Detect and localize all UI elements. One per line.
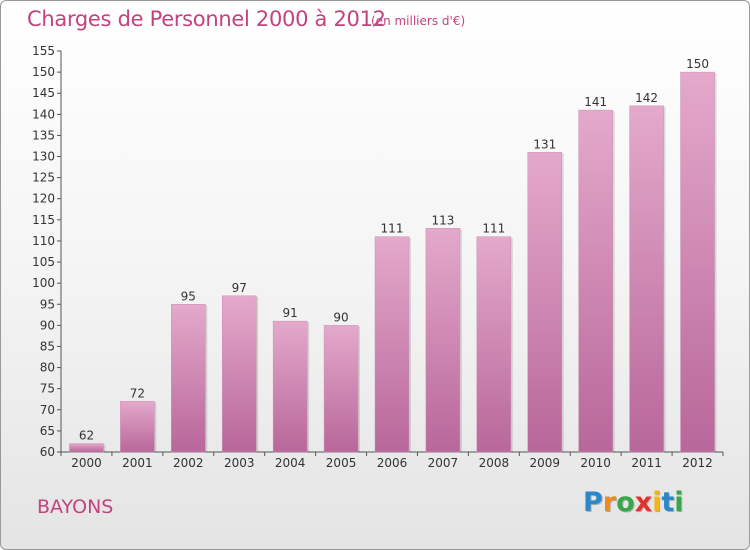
data-label: 141 bbox=[584, 95, 607, 109]
x-tick-label: 2004 bbox=[275, 456, 306, 470]
y-tick-label: 95 bbox=[40, 297, 55, 311]
bar bbox=[680, 71, 715, 453]
logo-letter: i bbox=[674, 487, 684, 518]
bar bbox=[578, 109, 613, 453]
y-tick-label: 155 bbox=[32, 44, 55, 58]
y-tick-label: 130 bbox=[32, 150, 55, 164]
x-tick-label: 2000 bbox=[71, 456, 102, 470]
x-tick-label: 2005 bbox=[326, 456, 357, 470]
y-tick-label: 150 bbox=[32, 65, 55, 79]
bar bbox=[374, 236, 410, 453]
bar bbox=[120, 401, 155, 453]
data-label: 90 bbox=[333, 310, 348, 324]
logo-letter: r bbox=[602, 487, 617, 518]
data-label: 111 bbox=[482, 222, 505, 236]
y-tick-label: 120 bbox=[32, 192, 55, 206]
data-label: 111 bbox=[381, 222, 404, 236]
y-tick-label: 135 bbox=[32, 128, 55, 142]
x-tick-label: 2008 bbox=[479, 456, 510, 470]
x-tick-label: 2003 bbox=[224, 456, 255, 470]
bar bbox=[527, 152, 563, 453]
data-label: 131 bbox=[533, 137, 556, 151]
data-label: 142 bbox=[635, 91, 658, 105]
axes: 60 65 70 75 80 85 90 95 100 105 110 115 120 125 130 135… bbox=[32, 44, 724, 470]
y-tick-label: 115 bbox=[32, 213, 55, 227]
y-tick-label: 140 bbox=[32, 107, 55, 121]
y-tick-label: 60 bbox=[40, 445, 55, 459]
bar bbox=[629, 105, 664, 453]
x-tick-label: 2010 bbox=[580, 456, 611, 470]
y-tick-label: 65 bbox=[40, 424, 55, 438]
bar bbox=[425, 228, 461, 453]
bars bbox=[69, 71, 717, 453]
y-tick-label: 110 bbox=[32, 234, 55, 248]
y-tick-label: 90 bbox=[40, 318, 55, 332]
commune-name: BAYONS bbox=[37, 496, 114, 518]
x-tick-label: 2009 bbox=[529, 456, 560, 470]
y-tick-label: 125 bbox=[32, 171, 55, 185]
y-tick-label: 100 bbox=[32, 276, 55, 290]
x-tick-label: 2012 bbox=[682, 456, 713, 470]
x-tick-label: 2001 bbox=[122, 456, 153, 470]
bar bbox=[476, 236, 512, 453]
data-label: 113 bbox=[431, 213, 454, 227]
logo-letter: o bbox=[616, 487, 635, 518]
value-labels: 62 72 95 97 91 90 111 113 111 131 141 142 150 bbox=[79, 57, 709, 442]
logo-letter: x bbox=[634, 487, 653, 518]
x-tick-label: 2007 bbox=[428, 456, 459, 470]
x-tick-label: 2002 bbox=[173, 456, 204, 470]
data-label: 95 bbox=[181, 289, 196, 303]
x-tick-label: 2011 bbox=[631, 456, 662, 470]
data-label: 91 bbox=[283, 306, 298, 320]
bar bbox=[171, 304, 206, 453]
data-label: 62 bbox=[79, 429, 94, 443]
data-label: 97 bbox=[232, 281, 247, 295]
bar bbox=[272, 320, 308, 453]
logo-letter: t bbox=[661, 487, 675, 518]
proxiti-logo: Proxiti bbox=[583, 487, 684, 518]
y-tick-label: 145 bbox=[32, 86, 55, 100]
data-label: 150 bbox=[686, 57, 709, 71]
logo-letter: P bbox=[583, 487, 603, 518]
bar bbox=[221, 295, 257, 453]
logo-letter: i bbox=[652, 487, 662, 518]
bar bbox=[69, 443, 104, 453]
chart-title: Charges de Personnel 2000 à 2012 bbox=[27, 7, 386, 31]
y-tick-label: 80 bbox=[40, 361, 55, 375]
bar bbox=[323, 325, 359, 453]
chart-subtitle: (en milliers d'€) bbox=[371, 14, 466, 28]
data-label: 72 bbox=[130, 386, 145, 400]
y-tick-label: 75 bbox=[40, 382, 55, 396]
x-tick-label: 2006 bbox=[377, 456, 408, 470]
y-tick-label: 70 bbox=[40, 403, 55, 417]
y-tick-label: 85 bbox=[40, 339, 55, 353]
y-tick-label: 105 bbox=[32, 255, 55, 269]
